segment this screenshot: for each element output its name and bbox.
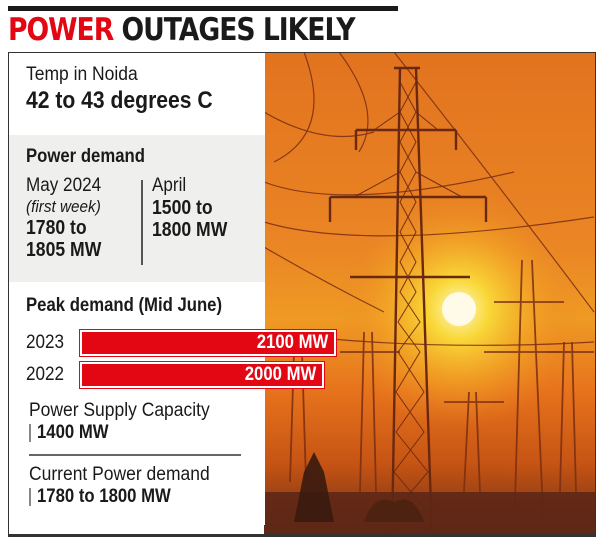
power-demand-section: Power demand May 2024 (first week) 1780 …	[9, 135, 265, 282]
current-demand-value-row: 1780 to 1800 MW	[29, 486, 265, 508]
power-demand-title: Power demand	[26, 146, 145, 167]
bar-row-2022: 2022 2000 MW	[26, 361, 325, 389]
bar-year-2022: 2022	[26, 364, 65, 385]
temperature-section: Temp in Noida 42 to 43 degrees C	[9, 53, 265, 135]
may-period: May 2024	[26, 175, 102, 196]
april-demand-column: April 1500 to 1800 MW	[152, 175, 238, 241]
peak-demand-title: Peak demand (Mid June)	[26, 295, 223, 316]
may-note: (first week)	[26, 197, 101, 216]
april-period: April	[152, 175, 187, 196]
supply-capacity-value-row: 1400 MW	[29, 422, 265, 444]
info-panel: Temp in Noida 42 to 43 degrees C Power d…	[9, 53, 337, 525]
infographic-frame	[8, 52, 596, 537]
bar-row-2023: 2023 2100 MW	[26, 329, 337, 357]
may-demand-column: May 2024 (first week) 1780 to 1805 MW	[26, 175, 112, 261]
current-demand-label: Current Power demand	[29, 463, 210, 485]
current-demand-stat: Current Power demand 1780 to 1800 MW	[29, 464, 265, 508]
value-marker	[29, 487, 31, 506]
column-divider	[141, 180, 143, 265]
supply-capacity-label: Power Supply Capacity	[29, 400, 210, 421]
headline-rule	[8, 6, 398, 11]
may-value-line1: 1780 to	[26, 217, 87, 239]
section-divider	[29, 454, 241, 456]
supply-section: Power Supply Capacity 1400 MW Current Po…	[9, 392, 265, 525]
april-value-line1: 1500 to	[152, 197, 213, 219]
bar-2022: 2000 MW	[79, 361, 325, 389]
peak-demand-section: Peak demand (Mid June) 2023 2100 MW 2022…	[9, 282, 337, 392]
tower-illustration	[264, 52, 596, 536]
headline-rest: OUTAGES LIKELY	[121, 12, 355, 48]
supply-capacity-value: 1400 MW	[36, 422, 109, 443]
current-demand-value: 1780 to 1800 MW	[36, 485, 171, 507]
bar-year-2023: 2023	[26, 332, 65, 353]
headline: POWER OUTAGES LIKELY	[8, 12, 356, 48]
transmission-towers-photo	[264, 52, 596, 536]
temperature-label: Temp in Noida	[26, 64, 138, 85]
may-value-line2: 1805 MW	[26, 239, 102, 261]
temperature-value: 42 to 43 degrees C	[26, 87, 213, 114]
bar-label-2023: 2100 MW	[256, 332, 328, 353]
headline-highlight: POWER	[8, 12, 114, 48]
bar-2023: 2100 MW	[79, 329, 337, 357]
april-value-line2: 1800 MW	[152, 219, 228, 241]
bar-label-2022: 2000 MW	[244, 364, 316, 385]
value-marker	[29, 424, 31, 442]
supply-capacity-stat: Power Supply Capacity 1400 MW	[29, 400, 265, 444]
